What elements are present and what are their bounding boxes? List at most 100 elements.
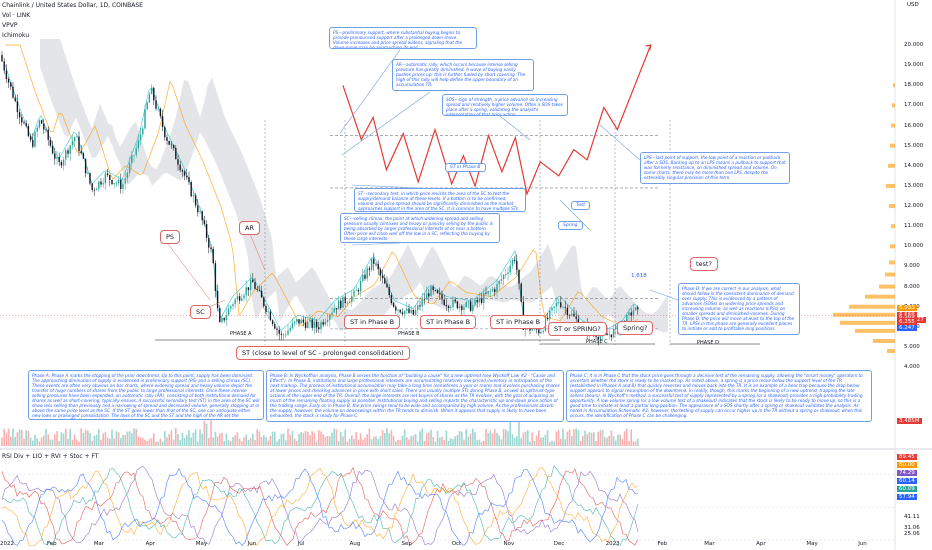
candle-body (212, 248, 214, 264)
volume-bar (630, 429, 632, 446)
oscillator-pane (0, 465, 895, 547)
candle-body (381, 275, 384, 279)
volume-bar (62, 433, 65, 446)
volume-bar (100, 439, 102, 446)
label-spring[interactable]: Spring? (617, 321, 654, 335)
volume-bar (604, 437, 606, 446)
oscillator-legend[interactable]: RSI Div + LIO + RVI + Stoc + FT (2, 453, 99, 460)
volume-bar (205, 423, 208, 446)
candle-body (135, 148, 137, 156)
candle-body (439, 293, 441, 295)
legend-title[interactable]: Chainlink / United States Dollar, 1D, CO… (2, 2, 143, 9)
volume-bar (177, 434, 179, 446)
note-ps[interactable]: PS—preliminary support, where substantia… (329, 27, 477, 49)
price-tag: 6.569 (897, 314, 917, 321)
label-st-or-spring[interactable]: ST or SPRING? (548, 322, 607, 336)
note-sos[interactable]: SOS—sign of strength, a price advance on… (442, 94, 568, 116)
volume-bar (472, 428, 474, 446)
candle-body (164, 127, 166, 138)
candle-body (51, 145, 54, 154)
label-leader (249, 233, 266, 271)
note-lps[interactable]: LPS—last point of support, the low point… (640, 152, 790, 184)
note-leader (341, 91, 431, 156)
volume-bar (632, 441, 635, 446)
volume-bar (91, 441, 93, 446)
volume-bar (344, 429, 346, 446)
osc-tag: 60.14 (897, 478, 917, 484)
label-st-phase-b-1[interactable]: ST in Phase B (344, 315, 401, 329)
volume-bar (608, 435, 610, 446)
label-spring-small[interactable]: Spring (558, 221, 583, 230)
volume-bar (436, 430, 439, 446)
candle-body (384, 278, 386, 284)
volume-bar (494, 429, 496, 446)
time-tick-label: Sep (401, 541, 412, 547)
candle-body (597, 336, 599, 340)
candle-body (256, 288, 258, 290)
label-st-phase-b-3[interactable]: ST in Phase B (490, 315, 547, 329)
candle-body (159, 108, 162, 117)
note-st[interactable]: ST—secondary test, in which price revisi… (354, 188, 526, 212)
note-ar[interactable]: AR—automatic rally, which occurs because… (392, 59, 534, 91)
price-tick-label: 11.000 (904, 223, 924, 230)
volume-bar (69, 428, 71, 446)
lagging-line (5, 44, 639, 327)
candle-body (496, 284, 498, 292)
label-st-close-to-sc[interactable]: ST (close to level of SC - prolonged con… (236, 346, 410, 360)
label-sc[interactable]: SC (190, 305, 211, 319)
legend-volume[interactable]: Vol · LINK (2, 12, 31, 19)
label-test-small[interactable]: Test (571, 201, 591, 210)
volume-bar (153, 433, 155, 446)
label-ar[interactable]: AR (239, 221, 260, 235)
candle-body (291, 323, 294, 329)
label-st-phase-b-2[interactable]: ST in Phase B (420, 315, 477, 329)
candle-body (87, 172, 89, 174)
volume-bar (263, 434, 265, 446)
volume-bar (146, 440, 148, 446)
phase-d-label: PHASE D (697, 340, 719, 346)
volume-bar (597, 431, 599, 446)
note-sc[interactable]: SC—selling climax, the point at which wi… (340, 213, 500, 243)
candle-body (166, 137, 168, 141)
volume-bar (634, 441, 637, 446)
volume-bar (395, 441, 397, 446)
volume-bars (1, 414, 639, 446)
label-ps[interactable]: PS (160, 230, 181, 244)
candle-body (516, 260, 518, 270)
label-test[interactable]: test? (690, 257, 718, 271)
note-phase-a[interactable]: Phase A: Phase A marks the stopping of t… (28, 370, 264, 420)
legend-ichimoku[interactable]: Ichimoku (2, 32, 30, 39)
volume-bar (260, 437, 263, 446)
note-phase-c[interactable]: Phase C: It is in Phase C that the stock… (566, 370, 872, 422)
volume-bar (300, 432, 302, 446)
volume-bar (566, 431, 569, 446)
volume-bar (531, 432, 533, 446)
volume-bar (258, 431, 261, 446)
volume-bar (164, 431, 166, 446)
note-phase-b[interactable]: Phase B: In Wyckoffian analysis, Phase B… (266, 370, 564, 422)
candle-body (419, 305, 421, 307)
candle-body (5, 70, 8, 79)
note-phase-d[interactable]: Phase D: If we are correct in our analys… (678, 283, 800, 335)
legend-vpvp[interactable]: VPVP (2, 22, 18, 29)
volume-bar (238, 438, 241, 446)
volume-bar (221, 432, 223, 446)
volume-bar (340, 431, 342, 446)
volume-bar (131, 433, 133, 446)
candle-body (362, 274, 364, 281)
candle-body (131, 155, 133, 164)
label-st-phase-b-small[interactable]: ST in Phase B (445, 163, 486, 172)
candle-body (62, 159, 65, 166)
candle-body (216, 290, 219, 308)
candle-body (183, 171, 186, 176)
volume-bar (267, 440, 269, 446)
time-tick-label: Feb (46, 541, 57, 547)
candle-body (599, 335, 602, 340)
volume-bar (14, 436, 16, 446)
volume-bar (553, 441, 555, 446)
volume-bar (456, 434, 459, 446)
candle-body (111, 179, 113, 185)
candle-body (247, 287, 250, 291)
candle-body (175, 147, 177, 160)
